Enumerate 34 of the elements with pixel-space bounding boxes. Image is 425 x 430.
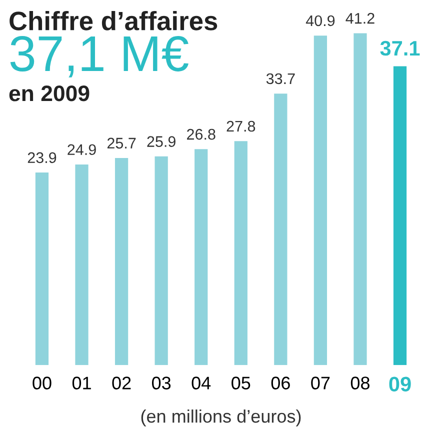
x-tick-label: 09 — [389, 376, 411, 392]
data-label: 37.1 — [380, 40, 420, 56]
data-label: 27.8 — [226, 120, 256, 132]
data-label: 25.7 — [107, 138, 136, 149]
bar — [354, 33, 367, 366]
bar — [393, 66, 407, 366]
bar — [194, 149, 208, 366]
x-tick-label: 05 — [232, 376, 250, 390]
x-tick-label: 04 — [192, 376, 211, 390]
x-tick-label: 03 — [152, 376, 171, 390]
x-axis-title: (en millions d’euros) — [141, 409, 301, 426]
data-label: 40.9 — [306, 15, 335, 26]
data-label: 33.7 — [266, 73, 295, 84]
annotation: en 2009 — [9, 86, 90, 102]
x-tick-label: 00 — [32, 376, 52, 390]
chart-title: Chiffre d’affaires — [10, 10, 218, 30]
x-tick-label: 07 — [311, 376, 330, 390]
bar — [35, 172, 49, 366]
x-tick-label: 06 — [271, 376, 290, 390]
data-label: 41.2 — [346, 12, 374, 24]
x-tick-label: 02 — [112, 376, 131, 390]
data-label: 26.8 — [187, 128, 216, 140]
data-label: 23.9 — [28, 152, 56, 164]
bar — [274, 94, 288, 366]
x-tick-label: 01 — [72, 376, 91, 390]
bar — [75, 164, 88, 366]
bar — [314, 36, 328, 366]
bar — [114, 158, 128, 366]
bar — [154, 156, 168, 366]
chart-subtitle: 37,1 M€ — [10, 36, 188, 78]
data-label: 25.9 — [147, 136, 176, 147]
bar — [234, 141, 248, 366]
data-label: 24.9 — [68, 144, 96, 156]
x-tick-label: 08 — [350, 376, 370, 390]
